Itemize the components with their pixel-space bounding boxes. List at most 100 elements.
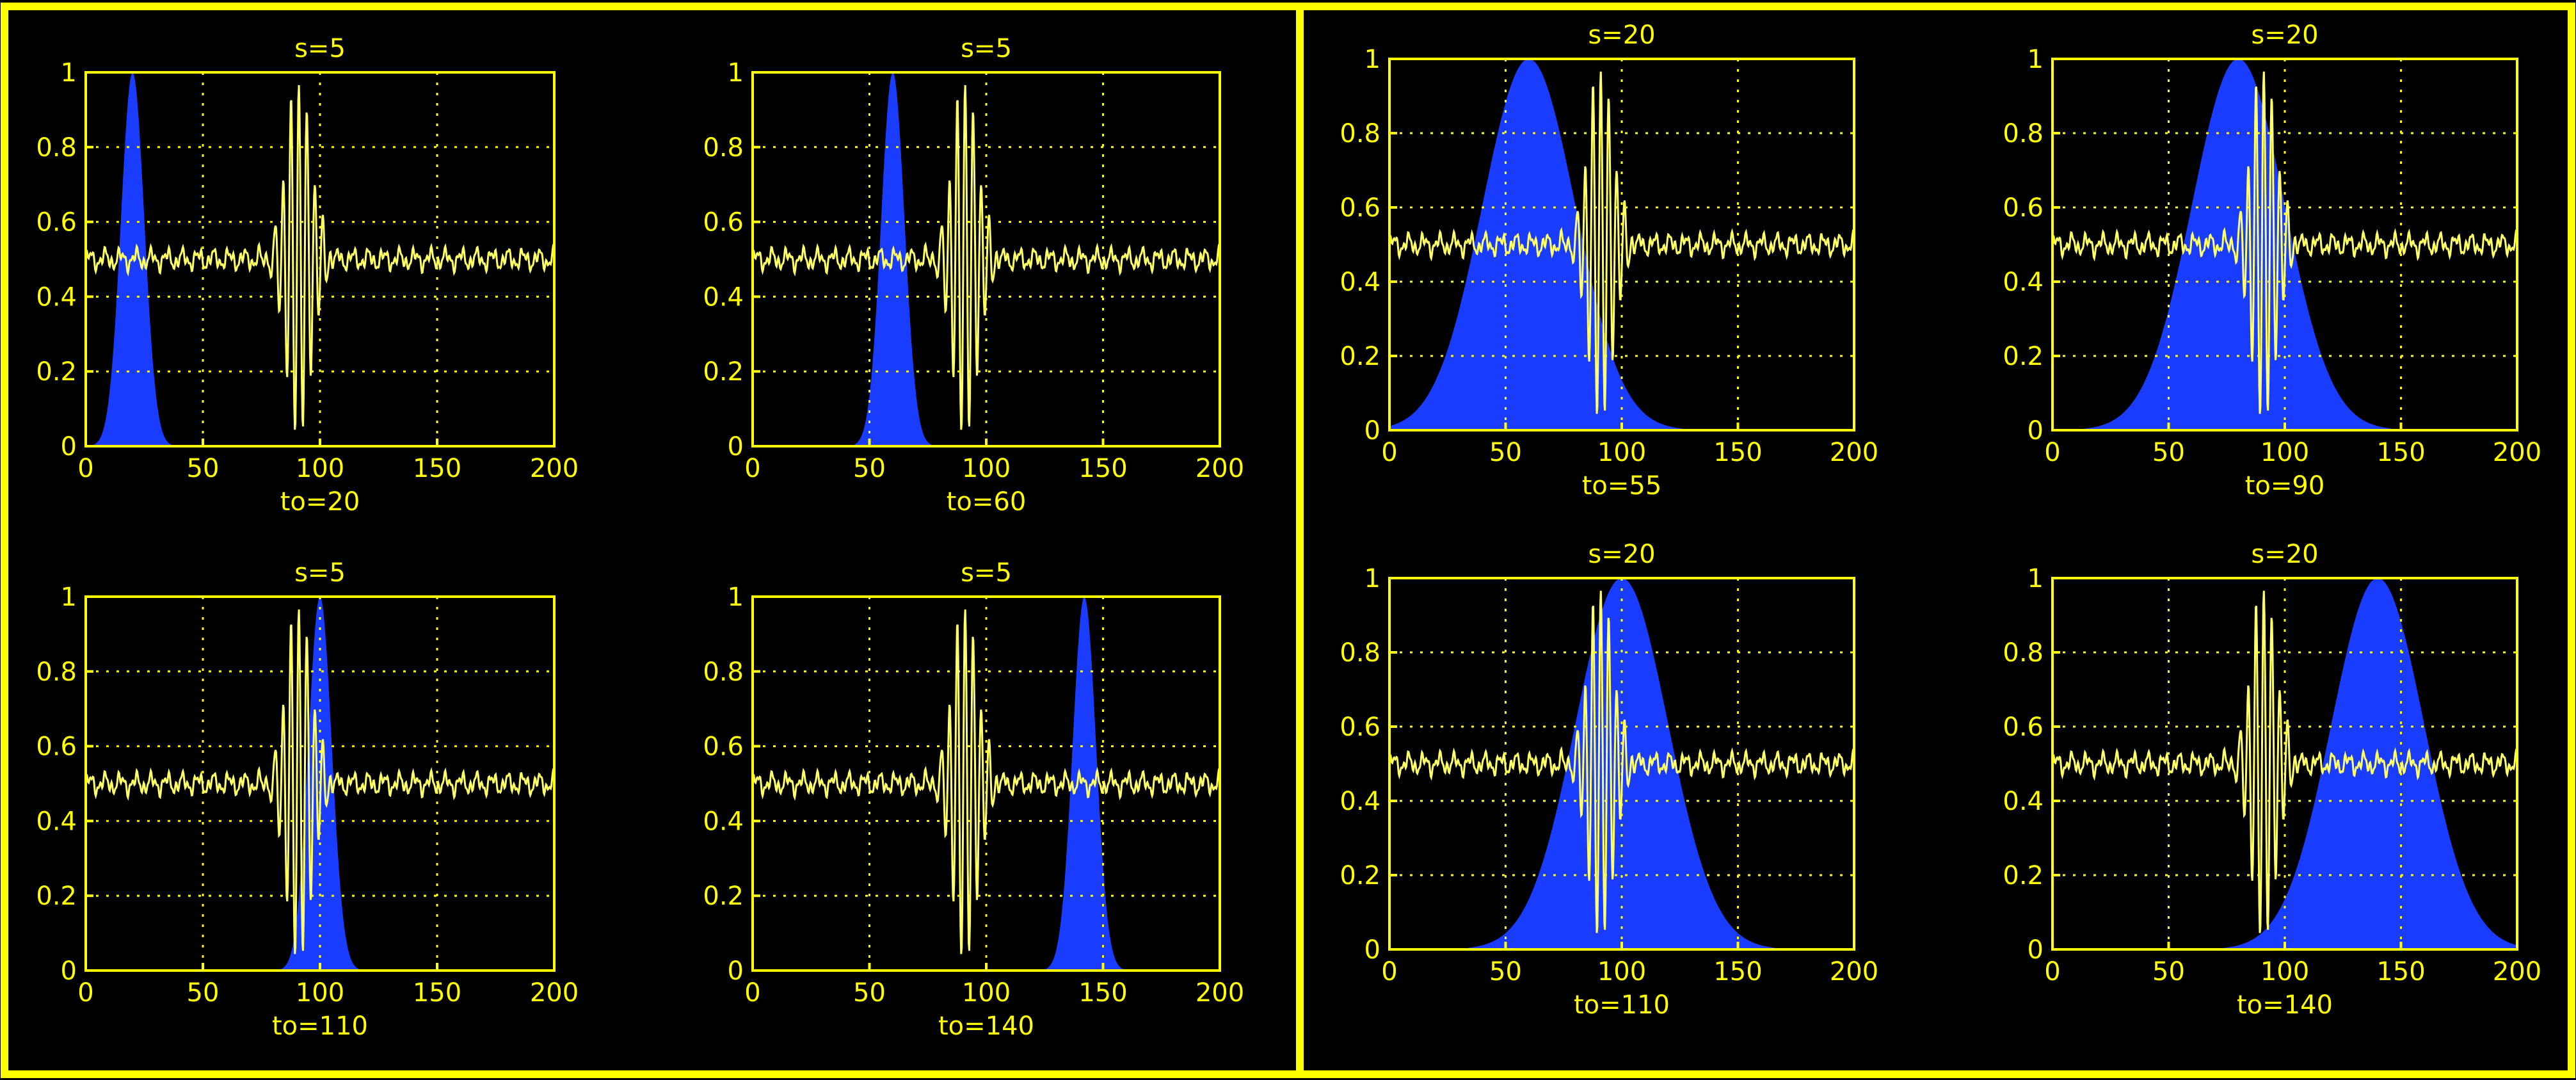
x-tick-label: 50 [1489,957,1522,987]
panel-xlabel: to=140 [2237,990,2333,1020]
x-tick-label: 50 [853,978,886,1008]
y-tick-label: 0.6 [703,732,744,762]
y-tick-label: 0.2 [703,882,744,911]
y-tick-label: 0.4 [703,282,744,312]
panel-title: s=5 [294,34,346,63]
y-tick-label: 0.8 [1340,638,1380,668]
y-tick-label: 1 [728,58,744,88]
x-tick-label: 0 [77,978,93,1008]
y-tick-label: 0.8 [36,133,77,163]
x-tick-label: 50 [2152,438,2185,467]
panel-title: s=20 [1588,20,1655,50]
y-tick-label: 0.2 [36,357,77,387]
y-tick-label: 0.2 [36,882,77,911]
x-tick-label: 0 [1381,438,1397,467]
signal-line [751,85,1221,430]
panel-title: s=20 [1588,540,1655,569]
chart-panel-6: 0 50 100 150 200 0 0.2 0.4 0.6 0.8 1 s=20 to=90 [2003,20,2541,501]
y-tick-label: 0.2 [1340,342,1380,371]
y-tick-label: 1 [1364,45,1380,74]
panel-title: s=20 [2251,540,2318,569]
x-tick-label: 50 [853,454,886,483]
x-tick-label: 0 [1381,957,1397,987]
signal-line [751,609,1221,955]
x-tick-label: 100 [1597,438,1646,467]
panel-title: s=5 [961,558,1012,588]
x-tick-label: 0 [744,454,760,483]
x-tick-label: 100 [1597,957,1646,987]
x-tick-label: 200 [2493,438,2541,467]
signal-line [84,609,556,955]
x-tick-label: 100 [296,978,344,1008]
chart-panel-5: 0 50 100 150 200 0 0.2 0.4 0.6 0.8 1 s=20 to=55 [1340,20,1878,501]
y-tick-label: 0.8 [2003,119,2044,149]
x-tick-label: 100 [962,454,1011,483]
y-tick-label: 1 [2028,45,2044,74]
y-tick-label: 0.8 [1340,119,1380,149]
x-tick-label: 150 [1713,957,1762,987]
x-tick-label: 0 [2044,438,2060,467]
x-tick-label: 150 [1078,978,1127,1008]
y-tick-label: 0.4 [1340,787,1380,816]
window-area [1046,597,1123,971]
y-tick-label: 0.6 [2003,193,2044,223]
y-tick-label: 0.6 [1340,713,1380,742]
y-tick-label: 0.6 [703,208,744,238]
panel-xlabel: to=140 [938,1011,1034,1041]
y-tick-label: 1 [61,58,77,88]
y-tick-label: 0.2 [703,357,744,387]
x-tick-label: 100 [2260,957,2309,987]
x-tick-label: 200 [1196,978,1244,1008]
chart-panel-8: 0 50 100 150 200 0 0.2 0.4 0.6 0.8 1 s=20 to=140 [2003,540,2541,1020]
x-tick-label: 100 [962,978,1011,1008]
x-tick-label: 200 [1830,438,1878,467]
y-tick-label: 0.2 [1340,861,1380,891]
x-tick-label: 200 [2493,957,2541,987]
y-tick-label: 1 [2028,564,2044,593]
panel-xlabel: to=20 [280,487,360,517]
y-tick-label: 0 [728,432,744,462]
y-tick-label: 0 [61,432,77,462]
y-tick-label: 0.8 [36,657,77,687]
x-tick-label: 100 [2260,438,2309,467]
x-tick-label: 200 [1196,454,1244,483]
signal-line [2051,590,2518,933]
y-tick-label: 0.4 [2003,787,2044,816]
x-tick-label: 200 [530,978,579,1008]
panel-xlabel: to=110 [272,1011,368,1041]
x-tick-label: 150 [413,978,461,1008]
y-tick-label: 0.8 [2003,638,2044,668]
y-tick-label: 0.6 [2003,713,2044,742]
x-tick-label: 50 [187,978,220,1008]
y-tick-label: 0.6 [36,208,77,238]
signal-line [1388,590,1855,933]
x-tick-label: 0 [744,978,760,1008]
y-tick-label: 1 [61,583,77,612]
signal-line [84,85,556,430]
x-tick-label: 150 [413,454,461,483]
x-tick-label: 100 [296,454,344,483]
window-area [1389,59,1683,430]
y-tick-label: 0.2 [2003,861,2044,891]
chart-panel-1: 0 50 100 150 200 0 0.2 0.4 0.6 0.8 1 s=5 to=20 [36,34,579,517]
y-tick-label: 0.4 [2003,268,2044,297]
y-tick-label: 0.4 [36,807,77,836]
x-tick-label: 200 [1830,957,1878,987]
panel-xlabel: to=60 [947,487,1027,517]
y-tick-label: 0.4 [36,282,77,312]
chart-panel-7: 0 50 100 150 200 0 0.2 0.4 0.6 0.8 1 s=20 to=110 [1340,540,1878,1020]
right-group-frame [1296,3,2575,1078]
y-tick-label: 1 [1364,564,1380,593]
x-tick-label: 200 [530,454,579,483]
signal-line [1388,71,1855,414]
y-tick-label: 0.8 [703,133,744,163]
x-tick-label: 0 [77,454,93,483]
x-tick-label: 0 [2044,957,2060,987]
x-tick-label: 150 [2376,957,2425,987]
y-tick-label: 0 [61,956,77,986]
y-tick-label: 0.6 [1340,193,1380,223]
chart-panel-3: 0 50 100 150 200 0 0.2 0.4 0.6 0.8 1 s=5 to=110 [36,558,579,1041]
x-tick-label: 50 [187,454,220,483]
